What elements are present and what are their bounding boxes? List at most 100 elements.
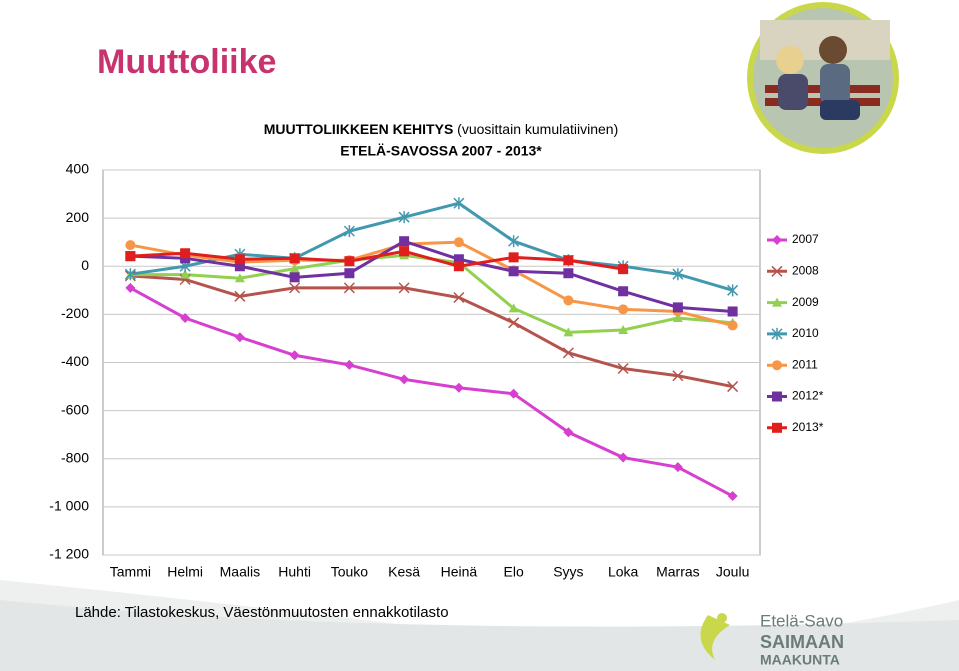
data-point [289,263,300,273]
legend-label: 2013* [792,420,824,434]
legend-label: 2008 [792,263,819,277]
legend-marker [772,360,782,371]
logo-text: MAAKUNTA [760,652,840,668]
data-point [508,303,519,313]
x-tick-label: Kesä [388,564,420,580]
legend-label: 2012* [792,389,824,403]
data-point [399,374,410,385]
y-tick-label: -600 [61,401,89,417]
legend-marker [772,297,782,307]
data-point [618,264,629,275]
slide-title: Muuttoliike [97,43,276,81]
data-point [180,253,191,264]
chart-title: MUUTTOLIIKKEEN KEHITYS (vuosittain kumul… [264,121,619,137]
data-point [234,290,246,302]
data-point [234,332,245,343]
data-point [399,246,410,257]
x-tick-label: Maalis [220,564,260,580]
data-point [343,282,355,294]
legend-label: 2007 [792,232,819,246]
series-line [130,239,733,313]
x-tick-label: Touko [331,564,369,580]
x-tick-label: Elo [504,564,524,580]
legend-marker [771,327,783,340]
data-point [563,255,574,266]
series-line [130,201,734,292]
legend-label: 2009 [792,295,819,309]
y-tick-label: 400 [66,161,90,177]
data-point [234,261,245,272]
chart-title: ETELÄ-SAVOSSA 2007 - 2013* [340,143,542,159]
data-point [180,248,191,259]
x-tick-label: Heinä [441,564,478,580]
data-point [672,312,683,322]
data-point [508,252,519,263]
data-point [399,236,410,247]
y-tick-label: -400 [61,353,89,369]
data-point [563,327,574,337]
x-tick-label: Joulu [716,564,749,580]
series-line [130,274,733,389]
y-tick-label: -1 000 [49,498,89,514]
x-tick-label: Huhti [278,564,311,580]
data-point [180,269,191,279]
legend-marker [772,235,782,245]
data-point [289,282,301,294]
x-tick-label: Syys [553,564,583,580]
data-point [344,268,355,279]
legend-label: 2010 [792,326,819,340]
data-point [508,266,519,277]
data-point [672,462,683,473]
legend-marker [771,265,783,277]
source-note: Lähde: Tilastokeskus, Väestönmuutosten e… [75,604,449,621]
legend-label: 2011 [792,357,818,371]
series-line [130,240,733,327]
data-point [563,427,574,438]
data-point [727,306,738,317]
data-point [234,273,245,283]
data-point [727,320,738,331]
data-point [453,261,464,272]
data-point [508,235,520,248]
data-point [563,268,574,279]
data-point [617,362,629,375]
x-tick-label: Tammi [110,564,151,580]
data-point [618,452,629,463]
data-point [398,211,410,224]
y-tick-label: -200 [61,305,89,321]
data-point [289,253,300,264]
data-point [343,225,355,238]
data-point [344,359,355,370]
logo: Etelä-Savo SAIMAAN MAAKUNTA [700,611,844,668]
data-point [508,388,519,399]
data-point [508,317,520,329]
y-tick-label: 200 [66,209,90,225]
data-point [289,350,300,361]
background-swoosh [0,600,959,671]
data-point [453,254,464,265]
data-point [618,304,629,315]
data-point [727,284,739,297]
data-point [125,251,136,262]
data-point [289,272,300,283]
data-point [453,237,464,248]
data-point [180,312,191,323]
data-point [398,282,410,294]
logo-text: Etelä-Savo [760,611,843,630]
data-point [344,256,355,267]
data-point [453,197,465,210]
photo [747,2,899,154]
data-point [124,268,136,281]
data-point [563,295,574,306]
series-line [130,249,624,271]
data-point [618,286,629,297]
x-tick-label: Helmi [167,564,203,580]
data-point [672,268,684,281]
data-point [234,254,245,265]
legend-marker [772,422,782,433]
data-point [672,370,684,382]
data-point [453,292,465,304]
data-point [125,282,136,293]
x-tick-label: Loka [608,564,639,580]
y-tick-label: 0 [81,257,89,273]
